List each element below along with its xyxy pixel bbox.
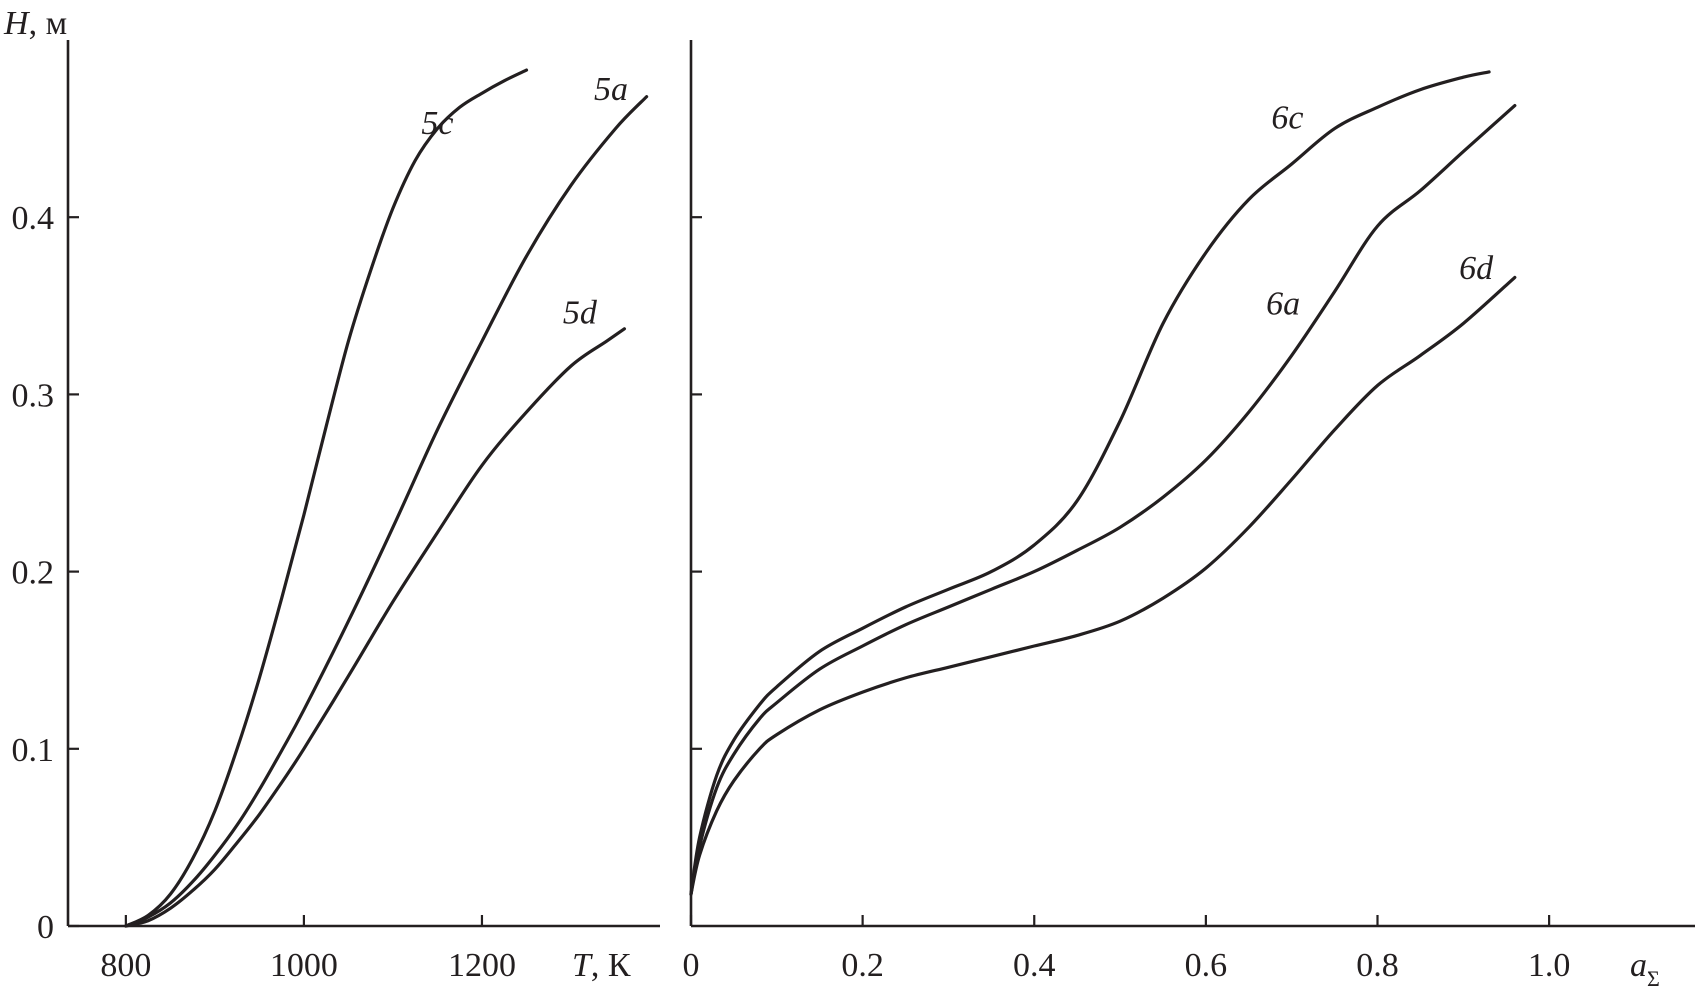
right-x-tick-label: 0 — [683, 947, 700, 984]
right-x-tick-label: 1.0 — [1528, 947, 1571, 984]
left-x-tick-label: 800 — [100, 947, 151, 984]
right-curves-group — [689, 70, 1517, 896]
series-6a-line — [689, 104, 1517, 896]
left-curves-group — [124, 68, 649, 928]
left-x-axis-title: T, К — [572, 947, 631, 984]
series-6d-line — [689, 275, 1517, 896]
right-ticks-group: 0 0.2 0.4 0.6 0.8 1.0 — [683, 216, 1571, 984]
series-6a-label: 6a — [1266, 286, 1300, 323]
right-x-tick-label: 0.6 — [1185, 947, 1228, 984]
right-x-tick-label: 0.2 — [841, 947, 884, 984]
series-5a-line — [124, 95, 649, 928]
series-6c-line — [689, 70, 1491, 896]
right-x-tick-label: 0.4 — [1013, 947, 1056, 984]
left-y-tick-label: 0.1 — [12, 732, 55, 769]
left-x-tick-label: 1200 — [448, 947, 516, 984]
left-y-axis-symbol: H — [3, 5, 31, 42]
left-x-axis-symbol: T — [572, 947, 593, 984]
series-5d-line — [124, 327, 626, 928]
left-y-tick-label: 0.4 — [12, 200, 55, 237]
left-y-tick-label: 0.2 — [12, 555, 55, 592]
series-6d-label: 6d — [1459, 250, 1494, 287]
series-5d-label: 5d — [563, 295, 598, 332]
left-y-axis-title: H, м — [3, 5, 67, 42]
left-labels-group: 5c 5a 5d — [421, 71, 628, 331]
right-x-axis-subscript: Σ — [1647, 966, 1660, 991]
right-x-tick-label: 0.8 — [1356, 947, 1399, 984]
right-labels-group: 6c 6a 6d — [1266, 100, 1494, 323]
right-x-axis-symbol: a — [1630, 947, 1647, 984]
left-x-axis-unit: , К — [591, 947, 631, 984]
right-x-axis-title: aΣ — [1630, 947, 1660, 991]
series-6c-label: 6c — [1271, 100, 1303, 137]
left-x-tick-label: 1000 — [270, 947, 338, 984]
series-5c-label: 5c — [421, 105, 453, 142]
series-5a-label: 5a — [594, 71, 628, 108]
panel-right-chart: 0 0.2 0.4 0.6 0.8 1.0 6c 6a 6d aΣ — [683, 40, 1695, 991]
left-y-tick-label: 0.3 — [12, 377, 55, 414]
left-ticks-group: 0 0.1 0.2 0.3 0.4 800 1000 1200 — [12, 200, 516, 984]
series-5c-line — [124, 68, 529, 928]
left-y-axis-unit: , м — [29, 5, 68, 42]
left-y-tick-label: 0 — [37, 909, 54, 946]
